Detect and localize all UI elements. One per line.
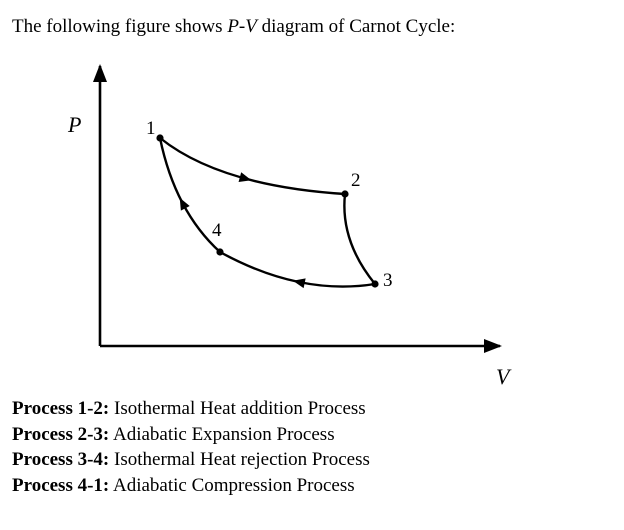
process-label: Process 3-4:: [12, 449, 109, 470]
caption-suffix: diagram of Carnot Cycle:: [257, 16, 455, 37]
process-row: Process 1-2: Isothermal Heat addition Pr…: [12, 396, 614, 422]
process-label: Process 2-3:: [12, 424, 109, 445]
point-label-1: 1: [146, 118, 156, 140]
point-label-4: 4: [212, 220, 222, 242]
axis-label-p: P: [68, 112, 81, 138]
process-desc: Isothermal Heat addition Process: [109, 398, 365, 419]
caption-prefix: The following figure shows: [12, 16, 227, 37]
process-row: Process 4-1: Adiabatic Compression Proce…: [12, 473, 614, 499]
figure-caption: The following figure shows P-V diagram o…: [12, 16, 614, 38]
process-row: Process 2-3: Adiabatic Expansion Process: [12, 422, 614, 448]
point-label-2: 2: [351, 170, 361, 192]
process-row: Process 3-4: Isothermal Heat rejection P…: [12, 447, 614, 473]
process-desc: Adiabatic Compression Process: [109, 475, 354, 496]
point-label-3: 3: [383, 270, 393, 292]
axis-label-v: V: [496, 364, 509, 390]
process-desc: Adiabatic Expansion Process: [109, 424, 334, 445]
process-desc: Isothermal Heat rejection Process: [109, 449, 370, 470]
process-list: Process 1-2: Isothermal Heat addition Pr…: [12, 396, 614, 499]
process-label: Process 4-1:: [12, 475, 109, 496]
pv-diagram: P V 1234: [30, 46, 590, 386]
process-label: Process 1-2:: [12, 398, 109, 419]
caption-pv: P-V: [227, 16, 257, 37]
pv-svg: [30, 46, 590, 386]
